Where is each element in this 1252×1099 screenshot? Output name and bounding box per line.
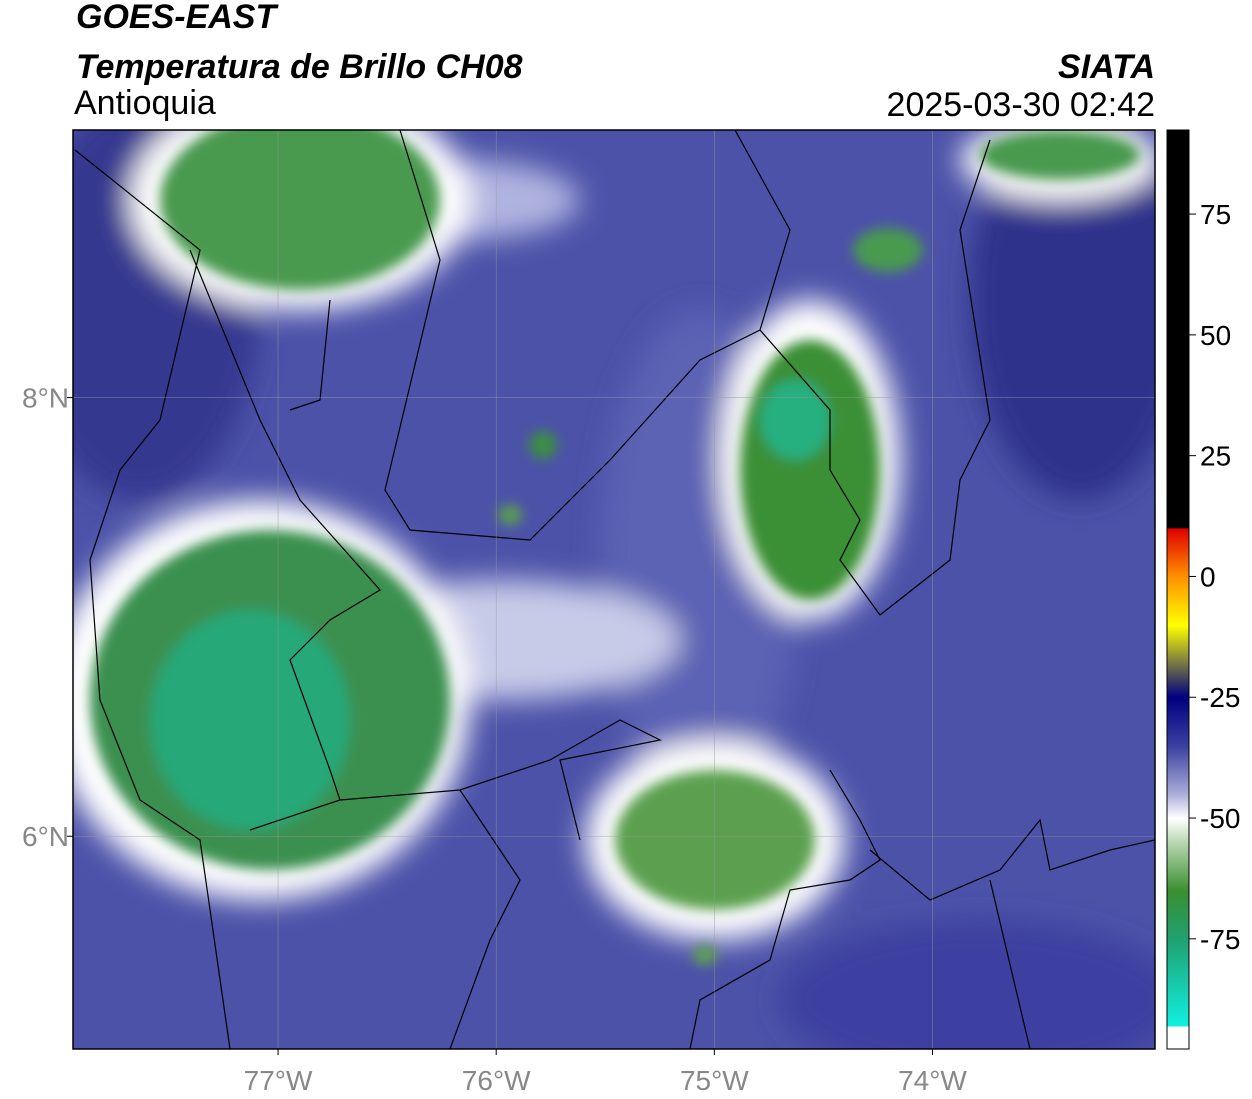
x-tick-label: 74°W: [898, 1065, 967, 1096]
x-tick-label: 77°W: [244, 1065, 313, 1096]
colorbar-tick-label: 75: [1200, 199, 1231, 230]
subtitle: Temperatura de Brillo CH08: [76, 48, 523, 86]
map-frame: [72, 129, 1156, 1050]
colorbar-tick-label: -50: [1200, 803, 1240, 834]
colorbar-tick-label: 50: [1200, 320, 1231, 351]
colorbar-tick-label: 25: [1200, 441, 1231, 472]
gridlines: [73, 130, 1155, 1049]
satellite-image: [73, 130, 1155, 1049]
region: Antioquia: [74, 84, 216, 122]
title: GOES-EAST: [76, 0, 279, 36]
colorbar-tick-label: 0: [1200, 561, 1216, 592]
colorbar-tick-label: -25: [1200, 682, 1240, 713]
x-tick-label: 76°W: [462, 1065, 531, 1096]
colorbar-tick-label: -75: [1200, 924, 1240, 955]
datetime: 2025-03-30 02:42: [887, 86, 1155, 124]
colorbar: [1166, 129, 1190, 1050]
y-tick-label: 8°N: [22, 383, 69, 414]
x-tick-label: 75°W: [680, 1065, 749, 1096]
agency: SIATA: [1058, 48, 1155, 86]
y-tick-label: 6°N: [22, 821, 69, 852]
